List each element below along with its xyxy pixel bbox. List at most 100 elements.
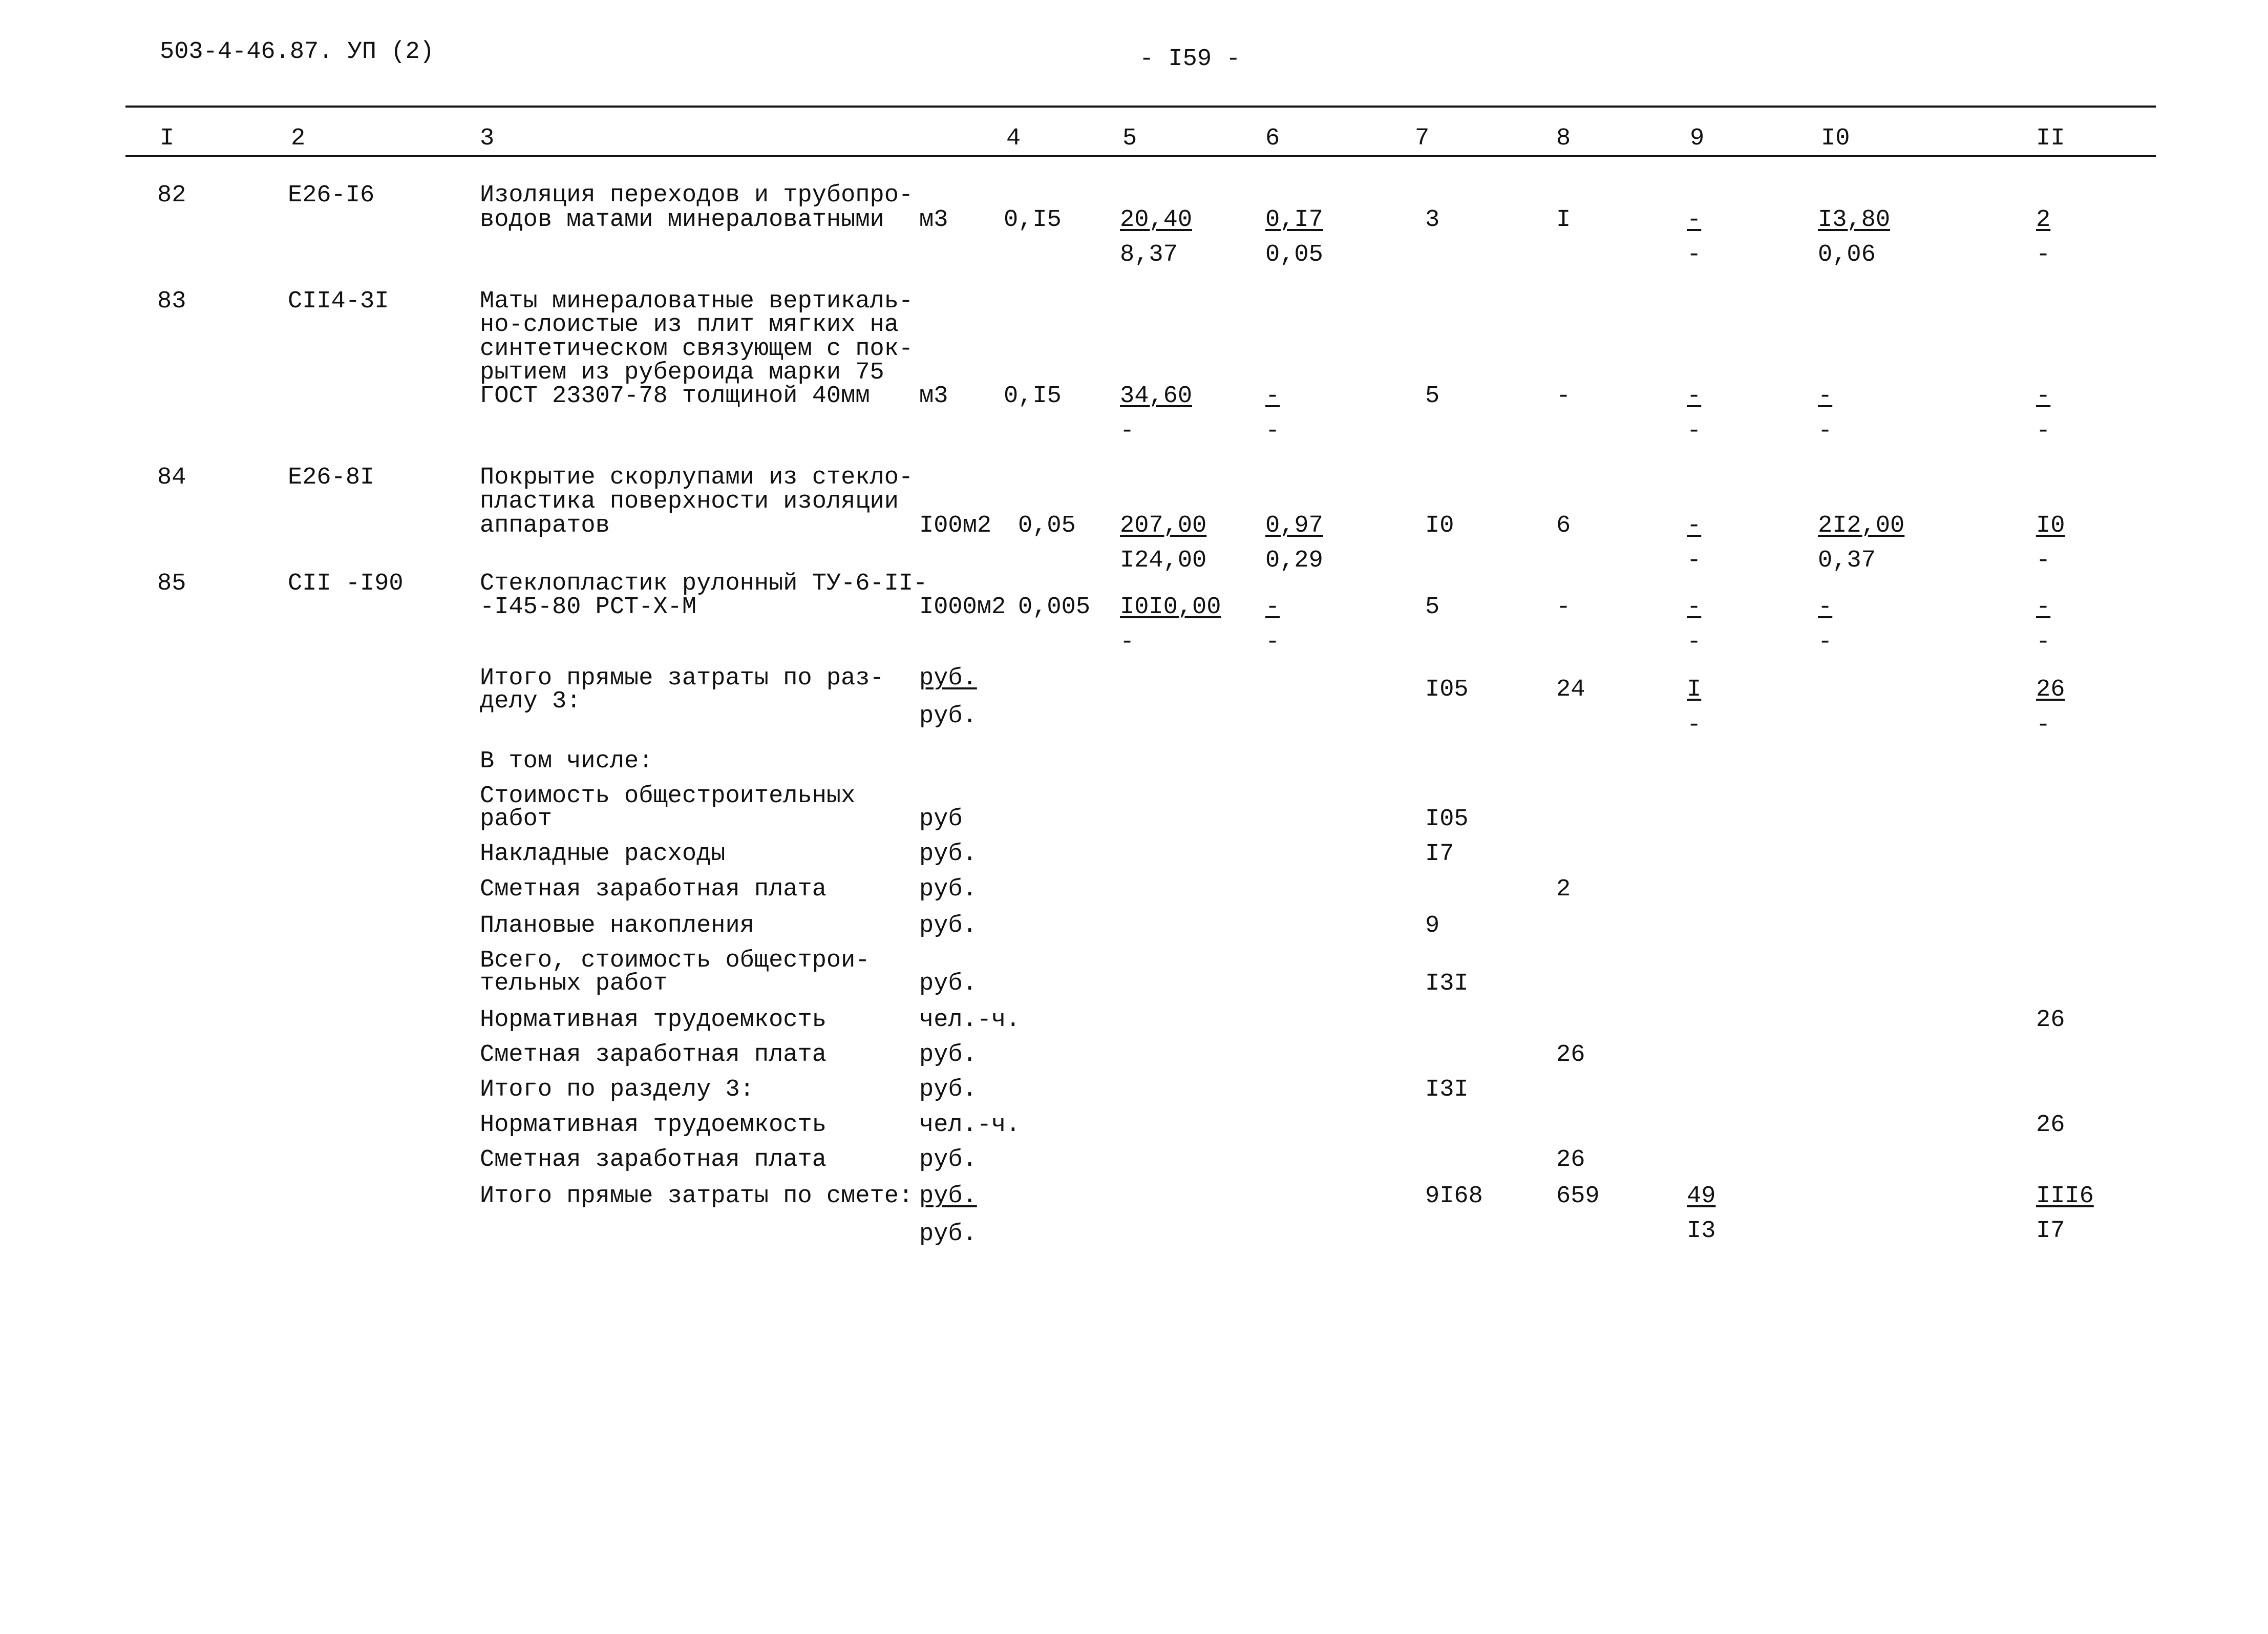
item-description: ГОСТ 23307-78 толщиной 40мм	[480, 383, 870, 410]
row-85-c6-bottom: -	[1265, 629, 1280, 656]
rate-code: Е26-I6	[288, 182, 375, 209]
row-85-c11-bottom: -	[2036, 629, 2051, 656]
row-82-c9-top: -	[1687, 206, 1702, 234]
unit: I000м2	[919, 594, 1006, 621]
row-84-c11-bottom: -	[2036, 547, 2051, 574]
row-85-c6-top: -	[1265, 594, 1280, 621]
summary-0-c9-top: I	[1687, 676, 1702, 703]
row-82-c6-bottom: 0,05	[1265, 241, 1323, 268]
summary-11-c8: 26	[1556, 1146, 1585, 1174]
row-number: 85	[157, 570, 186, 597]
row-82-c11-top: 2	[2036, 206, 2051, 234]
row-83-c9-bottom: -	[1687, 417, 1702, 445]
row-82-c7: 3	[1425, 206, 1440, 234]
row-85-c5-top: I0I0,00	[1120, 594, 1221, 621]
summary-label: делу 3:	[480, 688, 581, 715]
item-description: Стеклопластик рулонный ТУ-6-II-	[480, 570, 928, 597]
column-header-5: 5	[1122, 125, 1137, 152]
summary-label: Сметная заработная плата	[480, 876, 826, 903]
summary-label: Сметная заработная плата	[480, 1041, 826, 1069]
row-83-c11-bottom: -	[2036, 417, 2051, 445]
row-85-c9-top: -	[1687, 594, 1702, 621]
summary-unit-2: руб.	[919, 1221, 977, 1248]
row-85-c10-top: -	[1818, 594, 1833, 621]
column-header-9: 9	[1690, 125, 1705, 152]
row-85-c10-bottom: -	[1818, 629, 1833, 656]
summary-4-c8: 2	[1556, 876, 1571, 903]
summary-label: Итого прямые затраты по раз-	[480, 665, 884, 692]
summary-0-c9-bottom: -	[1687, 711, 1702, 739]
item-description: Маты минераловатные вертикаль-	[480, 288, 914, 315]
row-82-c6-top: 0,I7	[1265, 206, 1323, 234]
summary-unit: чел.-ч.	[919, 1112, 1021, 1139]
summary-unit: руб.	[919, 912, 977, 939]
summary-unit: руб.	[919, 1076, 977, 1103]
row-85-c11-top: -	[2036, 594, 2051, 621]
row-84-c9-bottom: -	[1687, 547, 1702, 574]
item-description: Покрытие скорлупами из стекло-	[480, 464, 914, 491]
summary-label: Сметная заработная плата	[480, 1146, 826, 1174]
row-85-c8: -	[1556, 594, 1571, 621]
summary-unit: руб.	[919, 1146, 977, 1174]
summary-label: Всего, стоимость общестрои-	[480, 947, 870, 974]
summary-6-c7: I3I	[1425, 970, 1469, 997]
summary-unit: чел.-ч.	[919, 1007, 1021, 1034]
row-82-c5-bottom: 8,37	[1120, 241, 1178, 268]
summary-label: Нормативная трудоемкость	[480, 1007, 826, 1034]
summary-0-c11-top: 26	[2036, 676, 2065, 703]
unit: м3	[919, 206, 948, 234]
unit: I00м2	[919, 512, 992, 539]
summary-12-c11-top: III6	[2036, 1183, 2094, 1210]
summary-unit: руб.	[919, 970, 977, 997]
column-header-10: I0	[1821, 125, 1850, 152]
row-82-c11-bottom: -	[2036, 241, 2051, 268]
column-header-6: 6	[1265, 125, 1280, 152]
rate-code: СII4-3I	[288, 288, 389, 315]
row-84-c10-bottom: 0,37	[1818, 547, 1876, 574]
row-84-c11-top: I0	[2036, 512, 2065, 539]
row-84-c10-top: 2I2,00	[1818, 512, 1905, 539]
row-83-c5-top: 34,60	[1120, 383, 1193, 410]
summary-label: Плановые накопления	[480, 912, 754, 939]
row-number: 84	[157, 464, 186, 491]
quantity: 0,I5	[1004, 206, 1062, 234]
row-number: 82	[157, 182, 186, 209]
row-82-c10-bottom: 0,06	[1818, 241, 1876, 268]
row-83-c5-bottom: -	[1120, 417, 1135, 445]
row-84-c6-bottom: 0,29	[1265, 547, 1323, 574]
document-code: 503-4-46.87. УП (2)	[160, 38, 434, 66]
summary-label: Итого прямые затраты по смете:	[480, 1183, 914, 1210]
summary-unit: руб.	[919, 841, 977, 868]
summary-label: работ	[480, 806, 553, 833]
row-83-c9-top: -	[1687, 383, 1702, 410]
row-83-c6-bottom: -	[1265, 417, 1280, 445]
summary-12-c9-top: 49	[1687, 1183, 1716, 1210]
quantity: 0,I5	[1004, 383, 1062, 410]
column-header-8: 8	[1556, 125, 1571, 152]
row-83-c8: -	[1556, 383, 1571, 410]
summary-label: Накладные расходы	[480, 841, 726, 868]
summary-0-c8: 24	[1556, 676, 1585, 703]
row-83-c10-bottom: -	[1818, 417, 1833, 445]
row-83-c11-top: -	[2036, 383, 2051, 410]
table-top-rule	[125, 106, 2156, 108]
page-number: - I59 -	[1139, 46, 1241, 73]
item-description: Изоляция переходов и трубопро-	[480, 182, 914, 209]
summary-12-c7: 9I68	[1425, 1183, 1483, 1210]
row-83-c7: 5	[1425, 383, 1440, 410]
summary-label: тельных работ	[480, 970, 668, 997]
row-84-c6-top: 0,97	[1265, 512, 1323, 539]
row-84-c9-top: -	[1687, 512, 1702, 539]
item-description: рытием из рубероида марки 75	[480, 359, 884, 386]
row-83-c6-top: -	[1265, 383, 1280, 410]
row-number: 83	[157, 288, 186, 315]
row-82-c10-top: I3,80	[1818, 206, 1891, 234]
item-description: синтетическом связующем с пок-	[480, 336, 914, 363]
item-description: -I45-80 РСТ-Х-М	[480, 594, 697, 621]
unit: м3	[919, 383, 948, 410]
row-82-c8: I	[1556, 206, 1571, 234]
summary-label: Нормативная трудоемкость	[480, 1112, 826, 1139]
row-85-c7: 5	[1425, 594, 1440, 621]
item-description: водов матами минераловатными	[480, 206, 884, 234]
